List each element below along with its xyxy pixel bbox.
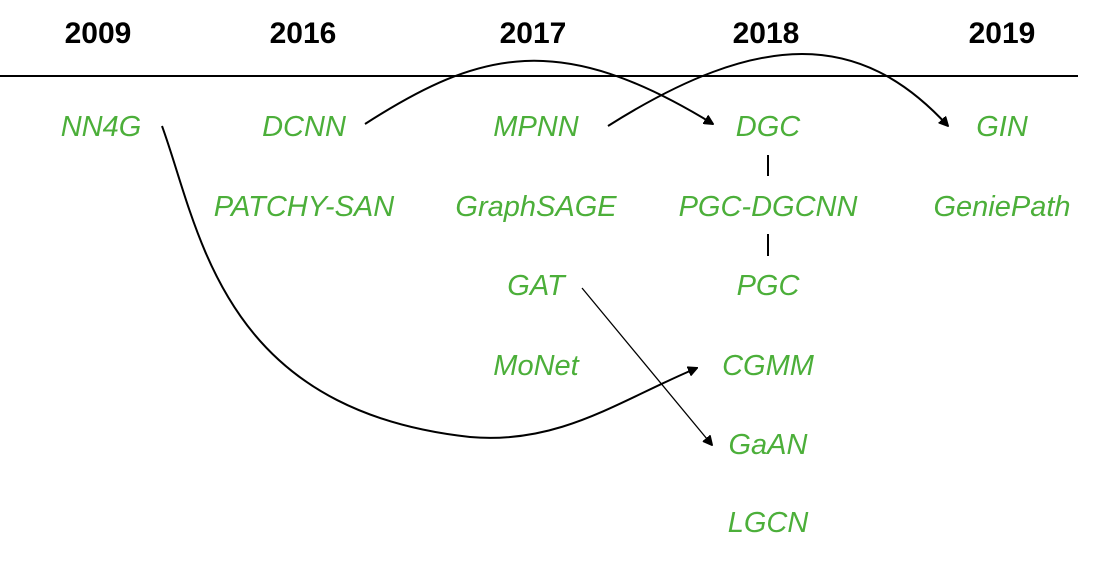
model-cgmm: CGMM	[722, 350, 814, 382]
model-dgc: DGC	[735, 111, 801, 143]
year-2009: 2009	[64, 17, 132, 50]
model-patchy-san: PATCHY-SAN	[213, 191, 395, 223]
link-mpnn-gin	[607, 53, 948, 126]
model-gin: GIN	[976, 111, 1028, 143]
link-gat-gaan	[581, 287, 712, 445]
year-2017: 2017	[499, 17, 567, 50]
model-gaan: GaAN	[728, 429, 808, 461]
model-pgc: PGC	[736, 270, 800, 302]
link-nn4g-cgmm	[161, 125, 697, 439]
year-2018: 2018	[732, 17, 800, 50]
model-pgc-dgcnn: PGC-DGCNN	[678, 191, 858, 223]
model-monet: MoNet	[493, 350, 579, 382]
model-graphsage: GraphSAGE	[455, 191, 617, 223]
model-nn4g: NN4G	[60, 111, 142, 143]
link-dcnn-dgc	[364, 59, 713, 124]
model-geniepath: GeniePath	[933, 191, 1071, 223]
year-2019: 2019	[968, 17, 1036, 50]
model-dcnn: DCNN	[262, 111, 346, 143]
year-2016: 2016	[269, 17, 337, 50]
model-gat: GAT	[507, 270, 565, 302]
model-mpnn: MPNN	[493, 111, 579, 143]
model-lgcn: LGCN	[727, 507, 809, 539]
